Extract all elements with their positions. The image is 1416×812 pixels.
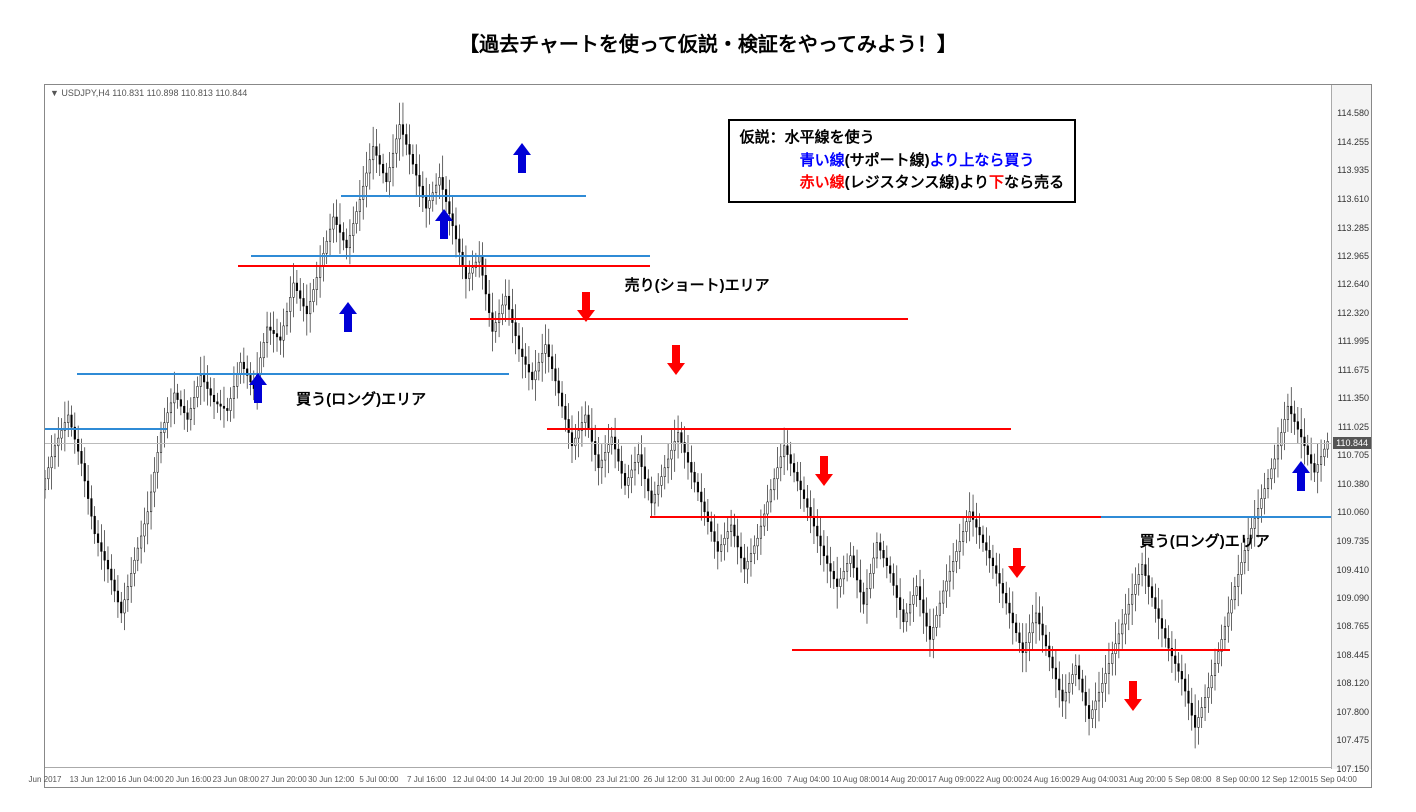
x-tick: 12 Sep 12:00 — [1261, 775, 1309, 784]
y-tick: 108.765 — [1336, 621, 1369, 631]
x-tick: 14 Jul 20:00 — [500, 775, 544, 784]
hypo-l2-blue: 青い線 — [800, 152, 845, 169]
hypo-l3-red: 赤い線 — [800, 174, 845, 191]
candlestick-layer — [45, 85, 1331, 767]
y-tick: 107.150 — [1336, 764, 1369, 774]
y-tick: 109.735 — [1336, 536, 1369, 546]
x-tick: 7 Jul 16:00 — [407, 775, 446, 784]
x-tick: 23 Jul 21:00 — [596, 775, 640, 784]
x-tick: 7 Aug 04:00 — [787, 775, 830, 784]
x-tick: 16 Jun 04:00 — [117, 775, 163, 784]
x-tick: 17 Aug 09:00 — [928, 775, 975, 784]
x-tick: 20 Jun 16:00 — [165, 775, 211, 784]
chart-plot-area: 買う(ロング)エリア 売り(ショート)エリア買う(ロング)エリア 仮説：水平線を使… — [45, 85, 1331, 767]
horizontal-line — [792, 649, 1230, 651]
hypo-l2-c: より上なら買う — [930, 152, 1035, 169]
arrow-down-icon — [815, 456, 833, 486]
y-tick: 114.255 — [1337, 137, 1369, 147]
horizontal-line — [45, 428, 167, 430]
horizontal-line — [547, 428, 1011, 430]
x-tick: Jun 2017 — [29, 775, 62, 784]
y-tick: 110.060 — [1337, 507, 1369, 517]
y-tick: 113.935 — [1337, 165, 1369, 175]
y-tick: 109.090 — [1336, 593, 1369, 603]
arrow-up-icon — [435, 209, 453, 239]
x-tick: 23 Jun 08:00 — [213, 775, 259, 784]
arrow-down-icon — [667, 345, 685, 375]
y-tick: 111.995 — [1338, 336, 1369, 346]
x-tick: 26 Jul 12:00 — [643, 775, 687, 784]
chart-frame: ▼ USDJPY,H4 110.831 110.898 110.813 110.… — [44, 84, 1372, 788]
horizontal-line — [341, 195, 586, 197]
y-tick: 112.965 — [1337, 251, 1369, 261]
x-tick: 12 Jul 04:00 — [453, 775, 497, 784]
arrow-down-icon — [1124, 681, 1142, 711]
horizontal-line — [238, 265, 650, 267]
x-tick: 19 Jul 08:00 — [548, 775, 592, 784]
arrow-up-icon — [1292, 461, 1310, 491]
horizontal-line — [251, 255, 650, 257]
hypo-l3-c: 下 — [989, 174, 1004, 191]
x-tick: 31 Jul 00:00 — [691, 775, 735, 784]
y-tick: 110.705 — [1337, 450, 1369, 460]
x-tick: 22 Aug 00:00 — [975, 775, 1022, 784]
x-tick: 29 Aug 04:00 — [1071, 775, 1118, 784]
y-tick: 108.120 — [1336, 678, 1369, 688]
x-tick: 15 Sep 04:00 — [1309, 775, 1357, 784]
page-title: 【過去チャートを使って仮説・検証をやってみよう！】 — [0, 0, 1416, 57]
x-tick: 8 Sep 00:00 — [1216, 775, 1259, 784]
arrow-up-icon — [249, 373, 267, 403]
x-axis: Jun 201713 Jun 12:0016 Jun 04:0020 Jun 1… — [45, 767, 1331, 787]
y-tick: 112.320 — [1337, 308, 1369, 318]
x-tick: 24 Aug 16:00 — [1023, 775, 1070, 784]
arrow-up-icon — [339, 302, 357, 332]
y-tick: 109.410 — [1336, 565, 1369, 575]
hypo-l2-b: (サポート線) — [845, 152, 930, 169]
chart-annotation: 売り(ショート)エリア — [625, 274, 770, 295]
chart-annotation: 買う(ロング)エリア — [296, 388, 426, 409]
hypo-l3-d: なら売る — [1004, 174, 1064, 191]
y-tick: 111.025 — [1338, 422, 1369, 432]
x-tick: 31 Aug 20:00 — [1119, 775, 1166, 784]
y-tick: 107.475 — [1336, 735, 1369, 745]
x-tick: 13 Jun 12:00 — [70, 775, 116, 784]
arrow-down-icon — [1008, 548, 1026, 578]
y-tick: 112.640 — [1337, 279, 1369, 289]
y-tick: 108.445 — [1336, 650, 1369, 660]
current-price-marker: 110.844 — [1333, 437, 1371, 449]
y-tick: 107.800 — [1336, 707, 1369, 717]
x-tick: 14 Aug 20:00 — [880, 775, 927, 784]
x-tick: 10 Aug 08:00 — [832, 775, 879, 784]
horizontal-line — [77, 373, 508, 375]
hypothesis-box: 仮説：水平線を使う 青い線(サポート線)より上なら買う 赤い線(レジスタンス線)… — [728, 119, 1076, 203]
y-tick: 113.285 — [1337, 223, 1369, 233]
chart-annotation: 買う(ロング)エリア — [1140, 530, 1270, 551]
y-tick: 110.380 — [1337, 479, 1369, 489]
x-tick: 5 Jul 00:00 — [359, 775, 398, 784]
y-tick: 114.580 — [1337, 108, 1369, 118]
hypo-line1: 仮説：水平線を使う — [740, 129, 875, 146]
x-tick: 2 Aug 16:00 — [739, 775, 782, 784]
horizontal-line — [470, 318, 908, 320]
y-tick: 111.350 — [1338, 393, 1369, 403]
arrow-down-icon — [577, 292, 595, 322]
current-price-line — [45, 443, 1331, 444]
x-tick: 27 Jun 20:00 — [260, 775, 306, 784]
x-tick: 30 Jun 12:00 — [308, 775, 354, 784]
x-tick: 5 Sep 08:00 — [1168, 775, 1211, 784]
y-tick: 111.675 — [1338, 365, 1369, 375]
horizontal-line — [650, 516, 1101, 518]
arrow-up-icon — [513, 143, 531, 173]
hypo-l3-b: (レジスタンス線)より — [845, 174, 989, 191]
y-tick: 113.610 — [1337, 194, 1369, 204]
y-axis: 110.844 114.580 114.255 113.935 113.610 113.… — [1331, 85, 1371, 769]
